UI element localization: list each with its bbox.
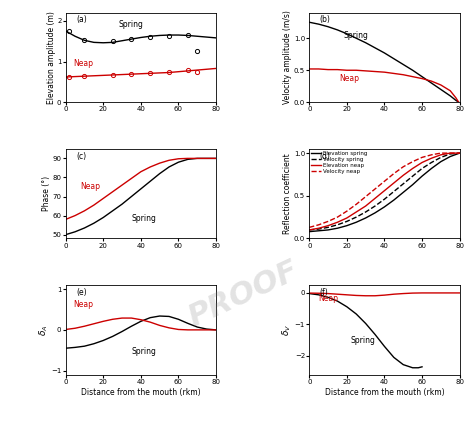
Text: Neap: Neap (73, 59, 93, 68)
Text: Neap: Neap (73, 301, 93, 309)
Text: Spring: Spring (118, 20, 143, 29)
Text: (a): (a) (76, 15, 87, 24)
Y-axis label: Reflection coefficient: Reflection coefficient (283, 153, 293, 234)
Text: Neap: Neap (340, 74, 359, 83)
Y-axis label: Phase (°): Phase (°) (42, 176, 51, 211)
Y-axis label: Velocity amplitude (m/s): Velocity amplitude (m/s) (283, 11, 293, 104)
Y-axis label: $\delta_V$: $\delta_V$ (281, 324, 293, 336)
Y-axis label: $\delta_A$: $\delta_A$ (37, 324, 50, 336)
X-axis label: Distance from the mouth (rkm): Distance from the mouth (rkm) (81, 388, 201, 397)
Text: (c): (c) (76, 152, 86, 160)
Text: Spring: Spring (131, 347, 156, 356)
Text: Neap: Neap (318, 294, 339, 303)
Text: (e): (e) (76, 288, 87, 297)
Text: Spring: Spring (131, 214, 156, 223)
Text: (b): (b) (320, 15, 331, 24)
Text: Neap: Neap (81, 182, 101, 191)
Text: Spring: Spring (343, 31, 368, 40)
Text: (f): (f) (320, 288, 328, 297)
X-axis label: Distance from the mouth (rkm): Distance from the mouth (rkm) (325, 388, 444, 397)
Legend: Elevation spring, Velocity spring, Elevation neap, Velocity neap: Elevation spring, Velocity spring, Eleva… (311, 151, 368, 175)
Text: PROOF: PROOF (184, 256, 304, 333)
Y-axis label: Elevation amplitude (m): Elevation amplitude (m) (46, 11, 56, 104)
Text: (d): (d) (320, 152, 331, 160)
Text: Spring: Spring (351, 336, 376, 345)
